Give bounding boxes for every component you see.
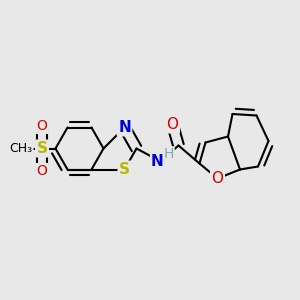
Text: O: O [37, 164, 47, 178]
Text: S: S [37, 141, 47, 156]
Text: S: S [119, 162, 130, 177]
Text: O: O [167, 117, 178, 132]
Text: N: N [151, 154, 164, 169]
Text: N: N [118, 120, 131, 135]
Text: CH₃: CH₃ [9, 142, 33, 155]
Text: O: O [212, 171, 224, 186]
Text: H: H [164, 147, 174, 161]
Text: O: O [37, 119, 47, 133]
